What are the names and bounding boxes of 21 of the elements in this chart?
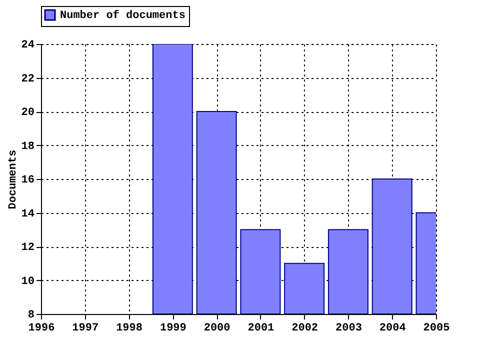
x-tick-label: 2000 (204, 322, 230, 334)
legend-label: Number of documents (60, 9, 186, 22)
x-tick-label: 1996 (28, 322, 55, 334)
y-tick-label: 16 (21, 174, 34, 186)
x-tick-label: 2005 (423, 322, 450, 334)
y-tick-label: 24 (21, 40, 35, 52)
x-tick-label: 1999 (160, 322, 186, 334)
y-tick-label: 8 (28, 310, 35, 322)
y-tick-label: 20 (21, 107, 34, 119)
y-tick-label: 12 (21, 242, 34, 254)
y-tick-label: 18 (21, 140, 35, 153)
y-tick-label: 22 (21, 73, 34, 86)
x-tick-label: 2003 (336, 322, 362, 334)
x-tick-label: 2001 (248, 322, 275, 334)
x-tick-label: 2002 (292, 322, 318, 334)
y-tick-label: 10 (21, 276, 34, 288)
x-tick-label: 2004 (379, 322, 406, 334)
y-axis-title: Documents (7, 150, 20, 210)
x-tick-label: 1998 (116, 322, 143, 334)
x-tick-label: 1997 (72, 322, 99, 334)
y-tick-label: 14 (21, 208, 35, 220)
